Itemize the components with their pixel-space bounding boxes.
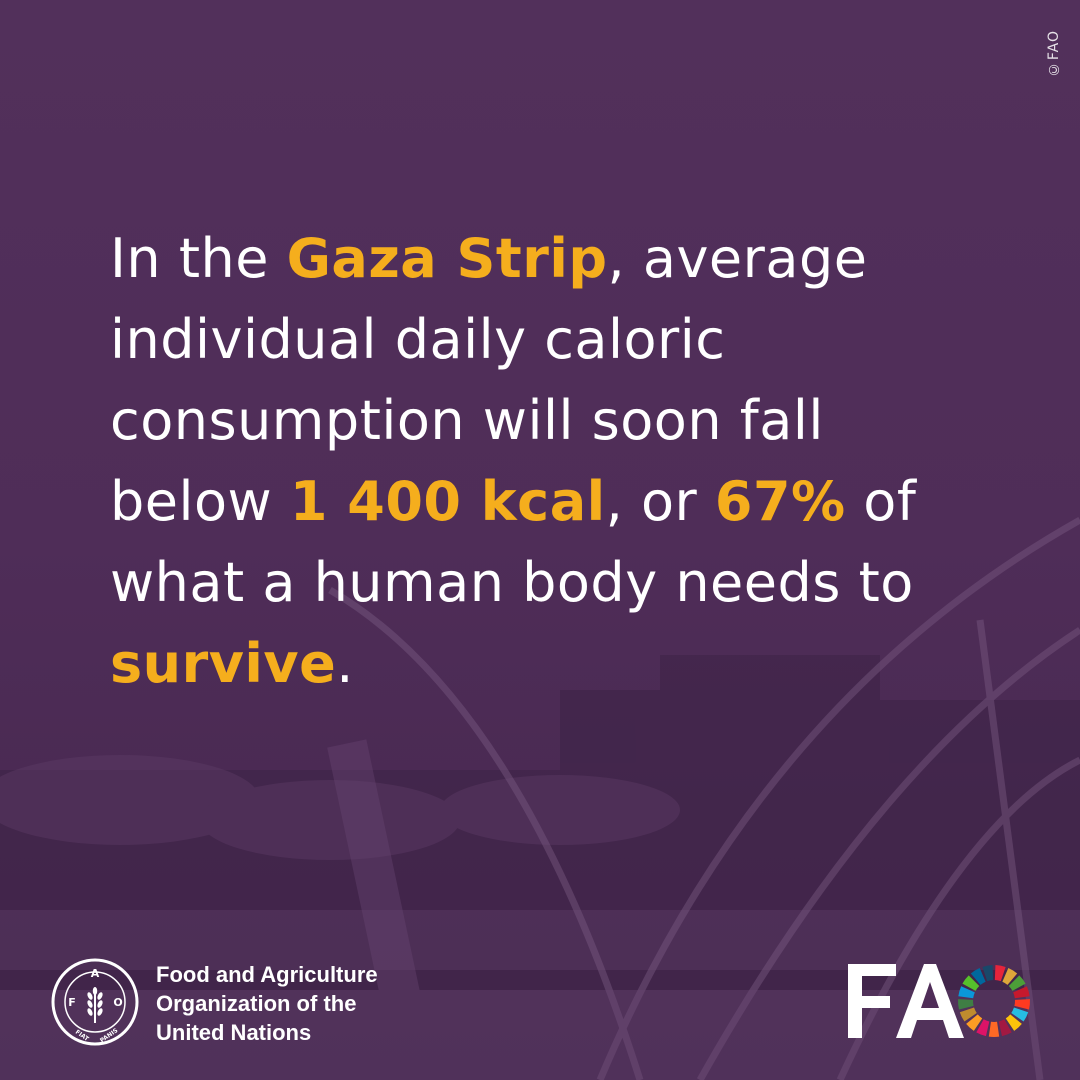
highlight-percent: 67% — [714, 470, 846, 533]
sdg-wheel-segment — [1011, 1007, 1029, 1022]
sdg-wheel-segment — [1005, 1014, 1022, 1031]
organization-name: Food and Agriculture Organization of the… — [156, 960, 378, 1047]
sdg-wheel-segment — [998, 1019, 1012, 1037]
highlight-kcal: 1 400 kcal — [289, 470, 606, 533]
photo-credit: ©FAO — [1046, 30, 1062, 78]
org-name-line: United Nations — [156, 1020, 312, 1045]
headline-text: of what a human body needs to — [110, 470, 917, 614]
sdg-wheel-segment — [1008, 975, 1026, 991]
highlight-survive: survive — [110, 632, 337, 695]
headline-text: , average individual daily caloric consu… — [110, 227, 868, 533]
sdg-wheel-segment — [958, 999, 974, 1010]
svg-text:A: A — [91, 967, 100, 980]
fao-emblem-icon: A F O FIAT PANIS — [51, 958, 139, 1046]
highlight-gaza-strip: Gaza Strip — [286, 227, 608, 290]
headline-text: . — [336, 632, 354, 695]
sdg-wheel-segment — [970, 967, 986, 985]
sdg-wheel-segment — [982, 965, 994, 982]
sdg-wheel-segment — [994, 965, 1006, 982]
org-name-line: Food and Agriculture — [156, 962, 378, 987]
svg-text:F: F — [68, 996, 76, 1009]
sdg-wheel-segment — [959, 1007, 977, 1022]
fao-sdg-wordmark-icon — [848, 964, 1030, 1038]
sdg-wheel-segment — [1014, 999, 1030, 1010]
sdg-wheel-segment — [1013, 986, 1030, 999]
headline: In the Gaza Strip, average individual da… — [110, 218, 930, 704]
sdg-wheel-segment — [988, 1021, 1000, 1037]
org-name-line: Organization of the — [156, 991, 357, 1016]
headline-text: , or — [605, 470, 715, 533]
sdg-wheel-segment — [1002, 967, 1018, 985]
sdg-wheel-segment — [966, 1014, 983, 1031]
sdg-wheel-segment — [958, 986, 975, 999]
sdg-wheel-segment — [962, 975, 980, 991]
headline-text: In the — [110, 227, 287, 290]
sdg-wheel-segment — [976, 1019, 990, 1037]
svg-text:O: O — [113, 996, 122, 1009]
sdg-wheel — [958, 965, 1030, 1037]
